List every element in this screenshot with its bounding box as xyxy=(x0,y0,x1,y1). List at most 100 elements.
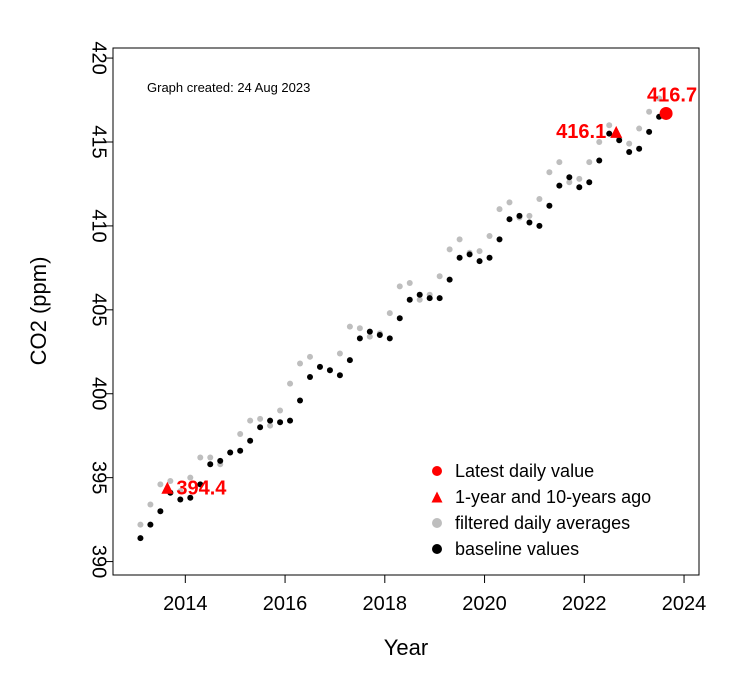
baseline-point xyxy=(616,137,623,144)
baseline-point xyxy=(346,357,353,364)
baseline-point xyxy=(396,315,403,322)
past-value-marker xyxy=(610,125,623,138)
y-tick-label: 420 xyxy=(88,41,110,74)
baseline-point xyxy=(476,258,483,265)
filtered-point xyxy=(167,478,174,485)
baseline-point xyxy=(416,291,423,298)
baseline-point xyxy=(546,202,553,209)
x-axis-title: Year xyxy=(384,635,428,660)
baseline-point xyxy=(306,373,313,380)
highlight-markers: 416.7 416.1 394.4 xyxy=(161,84,697,500)
x-tick-label: 2018 xyxy=(363,593,408,615)
filtered-point xyxy=(366,333,373,340)
legend-label: Latest daily value xyxy=(455,461,594,481)
baseline-point xyxy=(606,130,613,137)
baseline-point xyxy=(157,508,164,515)
filtered-point xyxy=(626,140,633,147)
baseline-point xyxy=(486,254,493,261)
filtered-point xyxy=(656,95,663,102)
filtered-point xyxy=(396,283,403,290)
past-value-label: 394.4 xyxy=(176,478,227,500)
filtered-point xyxy=(536,196,543,203)
filtered-point xyxy=(267,422,274,429)
baseline-point xyxy=(576,184,583,191)
filtered-point xyxy=(287,380,294,387)
filtered-point xyxy=(197,454,204,461)
legend-triangle-swatch xyxy=(431,491,443,503)
latest-value-label: 416.7 xyxy=(647,84,697,106)
baseline-point xyxy=(446,276,453,283)
filtered-point xyxy=(586,159,593,166)
y-tick-label: 405 xyxy=(88,293,110,326)
filtered-points-layer xyxy=(137,95,663,528)
x-tick-label: 2020 xyxy=(462,593,507,615)
y-tick-label: 415 xyxy=(88,125,110,158)
baseline-point xyxy=(197,481,204,488)
baseline-point xyxy=(297,397,304,404)
filtered-point xyxy=(566,179,573,186)
baseline-point xyxy=(566,174,573,181)
filtered-point xyxy=(416,296,423,303)
baseline-point xyxy=(287,417,294,424)
filtered-point xyxy=(436,273,443,280)
baseline-point xyxy=(586,179,593,186)
filtered-point xyxy=(406,279,413,286)
filtered-point xyxy=(446,246,453,253)
filtered-point xyxy=(576,175,583,182)
filtered-point xyxy=(596,138,603,145)
baseline-point xyxy=(227,449,234,456)
baseline-point xyxy=(247,437,254,444)
filtered-point xyxy=(556,159,563,166)
filtered-point xyxy=(356,325,363,332)
baseline-point xyxy=(526,219,533,226)
filtered-point xyxy=(346,323,353,330)
y-tick-label: 390 xyxy=(88,545,110,578)
baseline-point xyxy=(626,149,633,156)
baseline-point xyxy=(277,419,284,426)
baseline-point xyxy=(356,335,363,342)
legend: Latest daily value 1-year and 10-years ag… xyxy=(431,461,651,559)
legend-circle-swatch xyxy=(432,466,442,476)
baseline-point xyxy=(466,251,473,258)
baseline-point xyxy=(556,182,563,189)
filtered-point xyxy=(526,212,533,219)
filtered-point xyxy=(456,236,463,243)
filtered-point xyxy=(147,501,154,508)
filtered-point xyxy=(157,481,164,488)
x-tick-label: 2022 xyxy=(562,593,607,615)
filtered-point xyxy=(306,353,313,360)
filtered-point xyxy=(237,431,244,438)
baseline-point xyxy=(426,295,433,302)
y-tick-label: 410 xyxy=(88,209,110,242)
baseline-point xyxy=(366,328,373,335)
filtered-point xyxy=(297,360,304,367)
filtered-point xyxy=(247,417,254,424)
baseline-point xyxy=(326,367,333,374)
legend-label: 1-year and 10-years ago xyxy=(455,487,651,507)
filtered-point xyxy=(177,488,184,495)
x-tick-label: 2016 xyxy=(263,593,308,615)
filtered-point xyxy=(187,474,194,481)
y-axis: 390 395 400 405 410 415 420 xyxy=(88,41,113,578)
x-tick-label: 2024 xyxy=(662,593,707,615)
baseline-point xyxy=(147,521,154,528)
filtered-point xyxy=(486,232,493,239)
legend-label: baseline values xyxy=(455,539,579,559)
graph-created-note: Graph created: 24 Aug 2023 xyxy=(147,80,310,95)
baseline-point xyxy=(596,157,603,164)
baseline-point xyxy=(267,417,274,424)
latest-value-marker xyxy=(659,106,673,120)
filtered-point xyxy=(386,310,393,317)
baseline-point xyxy=(217,457,224,464)
baseline-point xyxy=(506,216,513,223)
filtered-point xyxy=(506,199,513,206)
filtered-point xyxy=(606,122,613,129)
past-value-label: 416.1 xyxy=(556,121,606,143)
filtered-point xyxy=(207,454,214,461)
filtered-point xyxy=(476,248,483,255)
baseline-point xyxy=(257,424,264,431)
baseline-point xyxy=(187,494,194,501)
baseline-point xyxy=(237,447,244,454)
baseline-point xyxy=(177,496,184,503)
